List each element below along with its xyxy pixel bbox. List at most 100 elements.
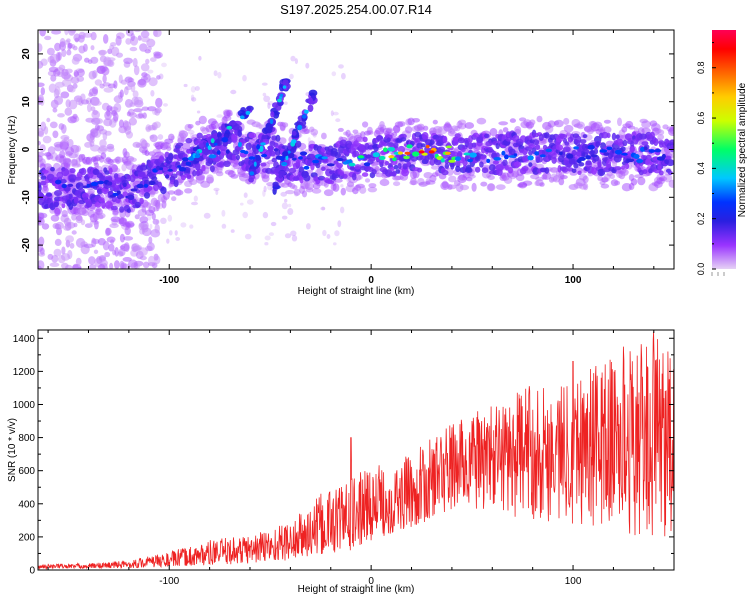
spectrogram-blob	[321, 166, 326, 171]
spectrogram-blob	[230, 229, 235, 233]
spectrogram-blob	[584, 149, 590, 155]
spectrogram-blob	[108, 243, 115, 252]
spectrogram-blob	[38, 82, 45, 88]
spectrogram-blob	[167, 168, 173, 172]
spectrogram-blob	[421, 132, 429, 140]
spectrogram-blob	[226, 109, 233, 117]
spectrogram-blob	[245, 110, 251, 115]
spectrogram-blob	[149, 134, 155, 139]
spectrogram-blob	[399, 133, 407, 139]
spectrogram-blob	[249, 171, 255, 176]
spectrogram-blob	[290, 230, 297, 237]
spectrogram-blob	[557, 165, 562, 173]
spectrogram-blob	[38, 243, 44, 253]
spectrogram-blob	[298, 156, 303, 160]
spectrogram-blob	[58, 187, 65, 192]
spectrogram-blob	[264, 242, 269, 246]
spectrogram-blob	[54, 86, 61, 96]
spectrogram-blob	[102, 74, 107, 84]
spectrogram-blob	[281, 202, 288, 210]
spectrogram-blob	[76, 75, 85, 82]
spectrogram-blob	[50, 166, 55, 172]
colorbar-tick-label: 0.6	[696, 112, 706, 125]
spectrogram-blob	[134, 214, 140, 220]
spectrogram-blob	[118, 248, 126, 257]
spectrogram-blob	[339, 170, 344, 176]
spectrogram-blob	[330, 110, 334, 117]
spectrogram-blob	[576, 121, 585, 130]
spectrogram-blob	[480, 155, 486, 160]
spectrogram-blob	[216, 150, 221, 155]
spectrogram-blob	[93, 118, 103, 125]
spectrogram-blob	[321, 206, 326, 211]
spectrogram-blob	[303, 174, 311, 182]
spectrogram-blob	[504, 164, 509, 171]
spectrogram-blob	[154, 108, 161, 116]
snr-xtick-label: 0	[368, 576, 374, 587]
colorbar-tick-label: 0.8	[696, 61, 706, 74]
spectrogram-blob	[162, 166, 169, 171]
spectrogram-blob	[418, 150, 425, 154]
spectrogram-blob	[493, 157, 502, 161]
spectrogram-blob	[114, 247, 119, 257]
spectrogram-blob	[141, 106, 150, 111]
spectrogram-blob	[429, 152, 435, 159]
snr-ytick-label: 200	[18, 532, 35, 543]
spectrogram-blob	[49, 262, 60, 268]
spectrogram-blob	[667, 171, 673, 175]
spectrogram-xlabel: Height of straight line (km)	[298, 286, 415, 297]
spectrogram-blob	[196, 110, 201, 114]
spectrogram-blob	[223, 160, 231, 167]
spectrogram-blob	[460, 157, 466, 162]
spectrogram-blob	[85, 156, 93, 165]
spectrogram-blob	[103, 118, 113, 127]
spectrogram-blob	[216, 167, 223, 174]
spectrogram-blob	[528, 162, 533, 167]
spectrogram-blob	[94, 220, 99, 230]
spectrogram-blob	[559, 175, 568, 180]
spectrogram-blob	[486, 158, 491, 163]
spectrogram-blob	[301, 114, 307, 119]
spectrogram-blob	[68, 99, 78, 110]
spectrogram-blob	[129, 46, 138, 52]
spectrogram-blob	[188, 129, 195, 135]
spectrogram-blob	[77, 208, 86, 216]
spectrogram-blob	[221, 223, 227, 229]
spectrogram-blob	[299, 151, 308, 156]
spectrogram-blob	[637, 176, 646, 186]
spectrogram-blob	[603, 119, 611, 124]
spectrogram-blob	[582, 175, 589, 184]
spectrogram-blob	[38, 251, 46, 257]
spectrogram-blob	[626, 158, 635, 163]
spectrogram-blob	[127, 194, 135, 201]
spectrogram-blob	[39, 144, 46, 153]
spectrogram-blob	[53, 201, 59, 208]
spectrogram-blob	[619, 168, 629, 176]
spectrogram-xtick-label: 100	[565, 275, 582, 286]
spectrogram-blob	[308, 97, 313, 105]
spectrogram-blob	[475, 166, 481, 173]
spectrogram-blob	[529, 119, 536, 126]
spectrogram-blob	[280, 191, 288, 197]
spectrogram-blob	[159, 167, 164, 171]
spectrogram-blob	[488, 164, 496, 171]
spectrogram-blob	[513, 153, 518, 157]
snr-ytick-label: 600	[18, 466, 35, 477]
spectrogram-blob	[412, 151, 420, 157]
spectrogram-blob	[161, 62, 167, 68]
spectrogram-blob	[668, 179, 674, 188]
spectrogram-blob	[119, 206, 125, 213]
spectrogram-blob	[55, 221, 64, 230]
spectrogram-blob	[643, 146, 648, 151]
spectrogram-blob	[432, 119, 438, 125]
spectrogram-blob	[621, 165, 626, 170]
spectrogram-blob	[240, 202, 244, 206]
spectrogram-blob	[273, 148, 279, 152]
spectrogram-blob	[221, 137, 229, 143]
spectrogram-blob	[133, 108, 143, 113]
spectrogram-blob	[49, 53, 60, 64]
spectrogram-ytick-label: -10	[21, 190, 32, 205]
spectrogram-xtick-label: -100	[159, 275, 179, 286]
spectrogram-blob	[385, 127, 394, 132]
spectrogram-blob	[351, 172, 357, 181]
